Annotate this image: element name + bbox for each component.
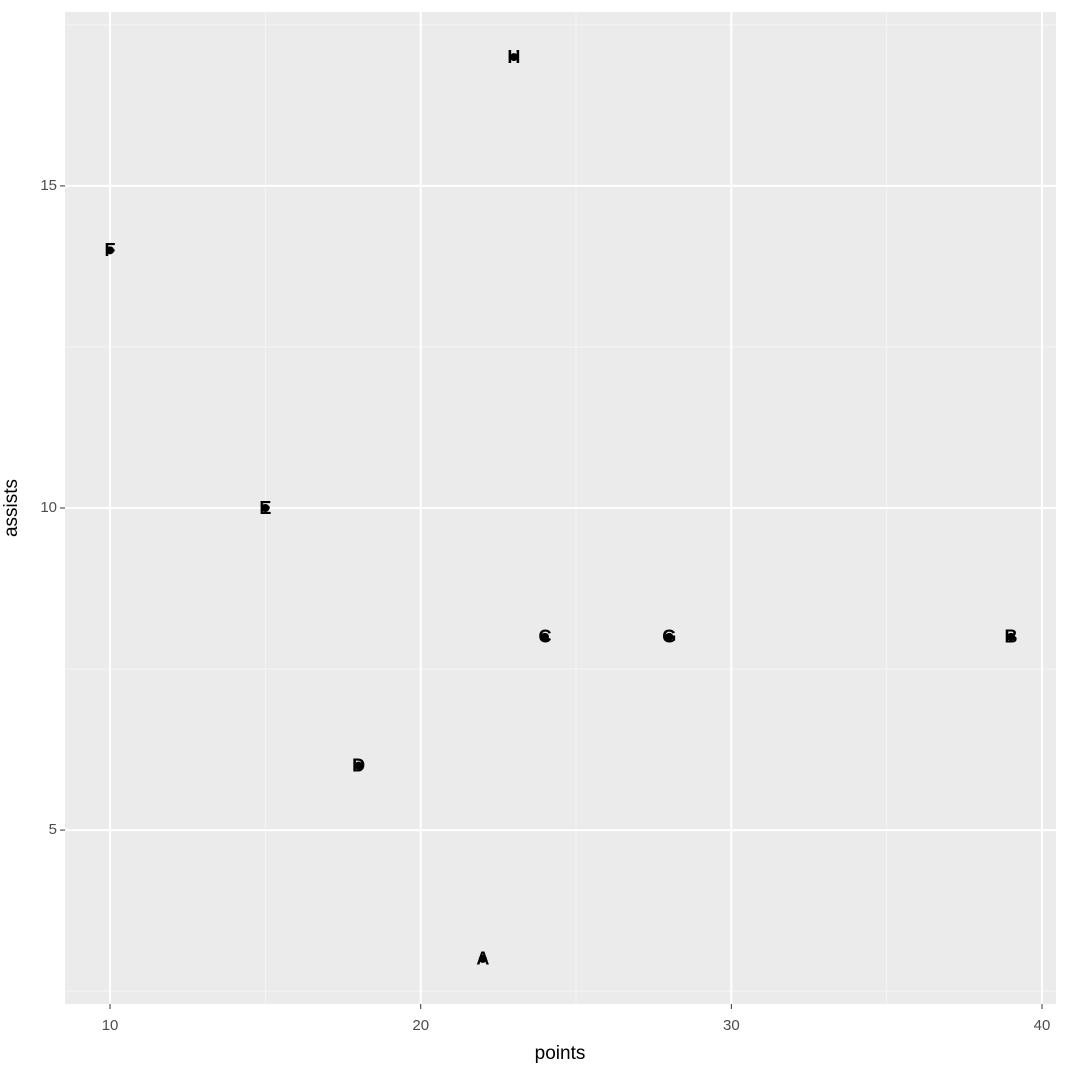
x-tick-label: 30 bbox=[723, 1017, 740, 1034]
point-label: G bbox=[662, 627, 676, 647]
point bbox=[354, 761, 363, 770]
x-tick-label: 20 bbox=[412, 1017, 429, 1034]
point-label: E bbox=[259, 498, 271, 518]
x-axis-title: points bbox=[535, 1043, 586, 1064]
point bbox=[540, 632, 549, 641]
y-tick-label: 10 bbox=[40, 499, 57, 516]
point bbox=[1006, 632, 1015, 641]
point bbox=[665, 632, 674, 641]
point-label: C bbox=[538, 627, 551, 647]
x-tick-label: 10 bbox=[102, 1017, 119, 1034]
y-tick-label: 5 bbox=[49, 821, 57, 838]
y-tick-label: 15 bbox=[40, 177, 57, 194]
point bbox=[261, 504, 270, 512]
point bbox=[478, 954, 487, 963]
point bbox=[106, 246, 115, 255]
point-label: H bbox=[507, 47, 520, 67]
point-label: A bbox=[476, 949, 489, 969]
point-label: B bbox=[1004, 627, 1017, 647]
x-tick-label: 40 bbox=[1034, 1017, 1051, 1034]
y-axis-title: assists bbox=[1, 479, 22, 537]
point-label: D bbox=[352, 755, 365, 775]
point bbox=[509, 53, 518, 62]
point-label: F bbox=[105, 240, 116, 260]
